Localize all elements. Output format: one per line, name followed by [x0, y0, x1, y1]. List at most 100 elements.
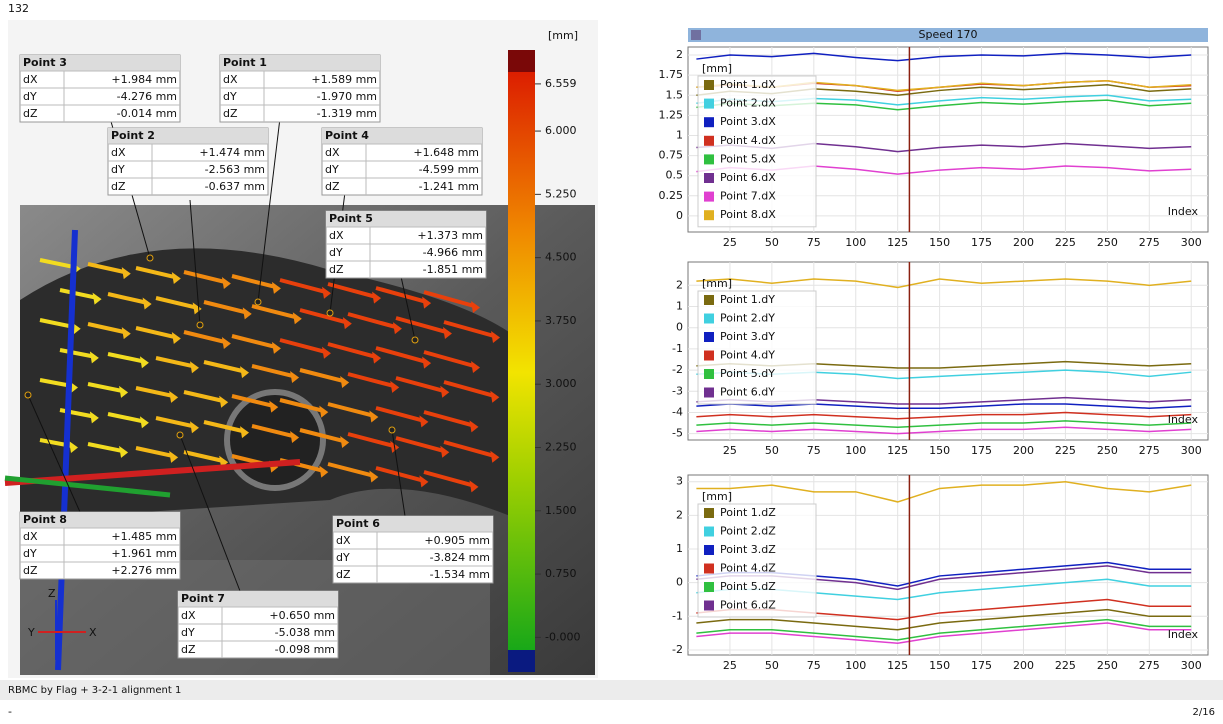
point-table: Point 8dX+1.485 mmdY+1.961 mmdZ+2.276 mm — [20, 512, 180, 579]
point-table: Point 1dX+1.589 mmdY-1.970 mmdZ-1.319 mm — [220, 55, 380, 122]
row-value: +1.474 mm — [199, 146, 265, 159]
point-table: Point 4dX+1.648 mmdY-4.599 mmdZ-1.241 mm — [322, 128, 482, 195]
row-label: dX — [111, 146, 126, 159]
row-label: dZ — [181, 643, 196, 656]
row-label: dZ — [223, 107, 238, 120]
x-tick-label: 275 — [1139, 236, 1160, 249]
legend-entry: Point 3.dZ — [720, 543, 776, 556]
row-label: dX — [23, 73, 38, 86]
colorbar-tick-label: 5.250 — [545, 187, 577, 200]
legend-swatch — [704, 332, 714, 342]
y-tick-label: 3 — [676, 475, 683, 488]
row-label: dZ — [23, 107, 38, 120]
colorbar-tick-label: 0.750 — [545, 567, 577, 580]
colorbar-tick-label: 2.250 — [545, 440, 577, 453]
target-point — [197, 322, 203, 328]
legend-swatch — [704, 99, 714, 109]
y-tick-label: 1.25 — [659, 108, 684, 121]
legend-entry: Point 3.dX — [720, 115, 776, 128]
y-tick-label: 2 — [676, 48, 683, 61]
row-value: -0.014 mm — [117, 107, 177, 120]
target-point — [255, 299, 261, 305]
y-unit: [mm] — [702, 277, 732, 290]
legend-entry: Point 4.dX — [720, 134, 776, 147]
x-tick-label: 100 — [845, 659, 866, 672]
point-table: Point 2dX+1.474 mmdY-2.563 mmdZ-0.637 mm — [108, 128, 268, 195]
y-tick-label: 0 — [676, 209, 683, 222]
legend-entry: Point 1.dY — [720, 293, 775, 306]
x-tick-label: 175 — [971, 236, 992, 249]
table-title: Point 7 — [181, 592, 225, 605]
row-label: dY — [223, 90, 237, 103]
colorbar-tick-label: -0.000 — [545, 630, 580, 643]
x-tick-label: 175 — [971, 659, 992, 672]
point-table: Point 5dX+1.373 mmdY-4.966 mmdZ-1.851 mm — [326, 211, 486, 278]
colorbar-under — [508, 650, 535, 672]
y-tick-label: 0.25 — [659, 189, 684, 202]
legend-swatch — [704, 351, 714, 361]
colorbar-tick-label: 6.559 — [545, 77, 577, 90]
x-tick-label: 275 — [1139, 659, 1160, 672]
status-text: RBMC by Flag + 3-2-1 alignment 1 — [8, 685, 181, 696]
x-axis-label: Index — [1168, 413, 1199, 426]
x-tick-label: 300 — [1181, 236, 1202, 249]
x-tick-label: 75 — [807, 659, 821, 672]
row-value: -1.319 mm — [317, 107, 377, 120]
y-tick-label: 0.5 — [666, 169, 684, 182]
x-tick-label: 125 — [887, 444, 908, 457]
y-tick-label: 1 — [676, 128, 683, 141]
triad-z-label: Z — [48, 587, 56, 600]
x-tick-label: 100 — [845, 236, 866, 249]
x-tick-label: 50 — [765, 659, 779, 672]
legend-entry: Point 6.dY — [720, 386, 775, 399]
x-tick-label: 225 — [1055, 659, 1076, 672]
legend-entry: Point 8.dX — [720, 208, 776, 221]
row-label: dX — [325, 146, 340, 159]
x-tick-label: 125 — [887, 236, 908, 249]
row-label: dZ — [325, 180, 340, 193]
legend-swatch — [704, 210, 714, 220]
x-tick-label: 150 — [929, 659, 950, 672]
row-value: +1.373 mm — [417, 229, 483, 242]
row-value: -4.599 mm — [419, 163, 479, 176]
legend-swatch — [704, 314, 714, 324]
x-tick-label: 250 — [1097, 659, 1118, 672]
colorbar — [508, 72, 535, 650]
point-table: Point 7dX+0.650 mmdY-5.038 mmdZ-0.098 mm — [178, 591, 338, 658]
page: 132 Z Y X [mm] Speed 170 RBMC by Flag + … — [0, 0, 1223, 720]
legend-swatch — [704, 582, 714, 592]
y-tick-label: -1 — [672, 609, 683, 622]
x-tick-label: 225 — [1055, 444, 1076, 457]
screen: 132 Z Y X [mm] Speed 170 RBMC by Flag + … — [0, 0, 1223, 720]
table-title: Point 3 — [23, 56, 67, 69]
header-icon[interactable] — [691, 30, 701, 40]
x-tick-label: 225 — [1055, 236, 1076, 249]
y-unit: [mm] — [702, 62, 732, 75]
point-table: Point 3dX+1.984 mmdY-4.276 mmdZ-0.014 mm — [20, 55, 180, 122]
y-tick-label: 0 — [676, 576, 683, 589]
frame-label: 132 — [8, 2, 29, 15]
x-tick-label: 300 — [1181, 444, 1202, 457]
table-title: Point 5 — [329, 212, 373, 225]
x-tick-label: 25 — [723, 444, 737, 457]
x-tick-label: 125 — [887, 659, 908, 672]
x-axis-label: Index — [1168, 205, 1199, 218]
colorbar-tick-label: 3.750 — [545, 314, 577, 327]
row-label: dY — [23, 547, 37, 560]
legend-entry: Point 2.dX — [720, 97, 776, 110]
row-label: dZ — [23, 564, 38, 577]
row-value: +1.485 mm — [111, 530, 177, 543]
y-tick-label: 0 — [676, 321, 683, 334]
legend-entry: Point 2.dY — [720, 312, 775, 325]
legend-entry: Point 4.dZ — [720, 562, 776, 575]
x-tick-label: 50 — [765, 236, 779, 249]
row-value: +1.961 mm — [111, 547, 177, 560]
table-title: Point 6 — [336, 517, 380, 530]
legend-swatch — [704, 564, 714, 574]
target-point — [389, 427, 395, 433]
legend-entry: Point 7.dX — [720, 190, 776, 203]
x-tick-label: 25 — [723, 659, 737, 672]
y-tick-label: -5 — [672, 427, 683, 440]
x-axis-label: Index — [1168, 628, 1199, 641]
row-label: dX — [336, 534, 351, 547]
